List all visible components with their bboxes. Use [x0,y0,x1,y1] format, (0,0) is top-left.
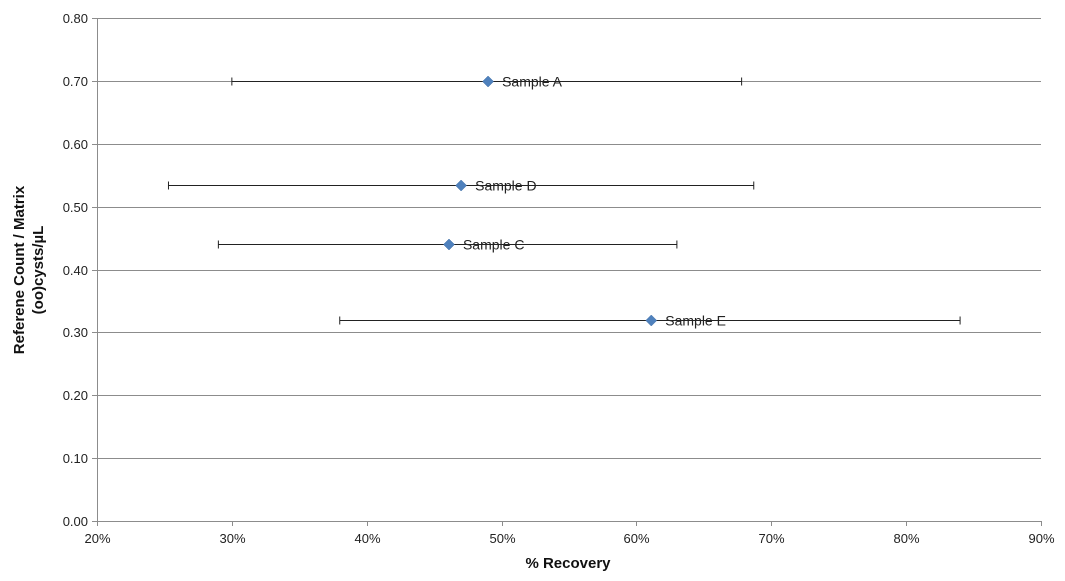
y-axis-title: Referene Count / Matrix (oo)cysts/µL [11,185,47,354]
data-points [443,75,658,327]
axes [92,18,1042,526]
y-tick-label: 0.10 [63,451,88,466]
y-tick-label: 0.70 [63,74,88,89]
data-point-diamond [443,238,455,251]
y-axis-title-line-1: Referene Count / Matrix [11,185,28,354]
point-labels: Sample A Sample D Sample C Sample E [463,74,726,329]
y-tick-label: 0.60 [63,137,88,152]
x-axis-title: % Recovery [525,555,611,572]
data-label: Sample A [502,74,563,90]
x-tick-label: 40% [354,531,380,546]
gridlines [97,18,1041,459]
x-tick-label: 60% [623,531,649,546]
y-tick-label: 0.80 [63,11,88,26]
x-tick-label: 20% [84,531,110,546]
y-axis-title-line-2: (oo)cysts/µL [30,226,47,315]
data-point-diamond [482,75,494,88]
data-point-diamond [455,179,467,192]
y-tick-label: 0.50 [63,200,88,215]
tick-labels: 0.00 0.10 0.20 0.30 0.40 0.50 0.60 0.70 0.80 20% 3… [63,11,1055,546]
y-tick-label: 0.20 [63,388,88,403]
error-bars [167,77,961,325]
x-tick-label: 80% [893,531,919,546]
data-label: Sample E [665,313,726,329]
x-tick-label: 30% [219,531,245,546]
data-label: Sample C [463,237,524,253]
data-point-diamond [645,314,658,327]
x-tick-label: 50% [489,531,515,546]
x-tick-label: 70% [758,531,784,546]
data-label: Sample D [475,178,536,194]
y-tick-label: 0.30 [63,325,88,340]
y-tick-label: 0.00 [63,514,88,529]
x-tick-label: 90% [1028,531,1054,546]
y-tick-label: 0.40 [63,263,88,278]
